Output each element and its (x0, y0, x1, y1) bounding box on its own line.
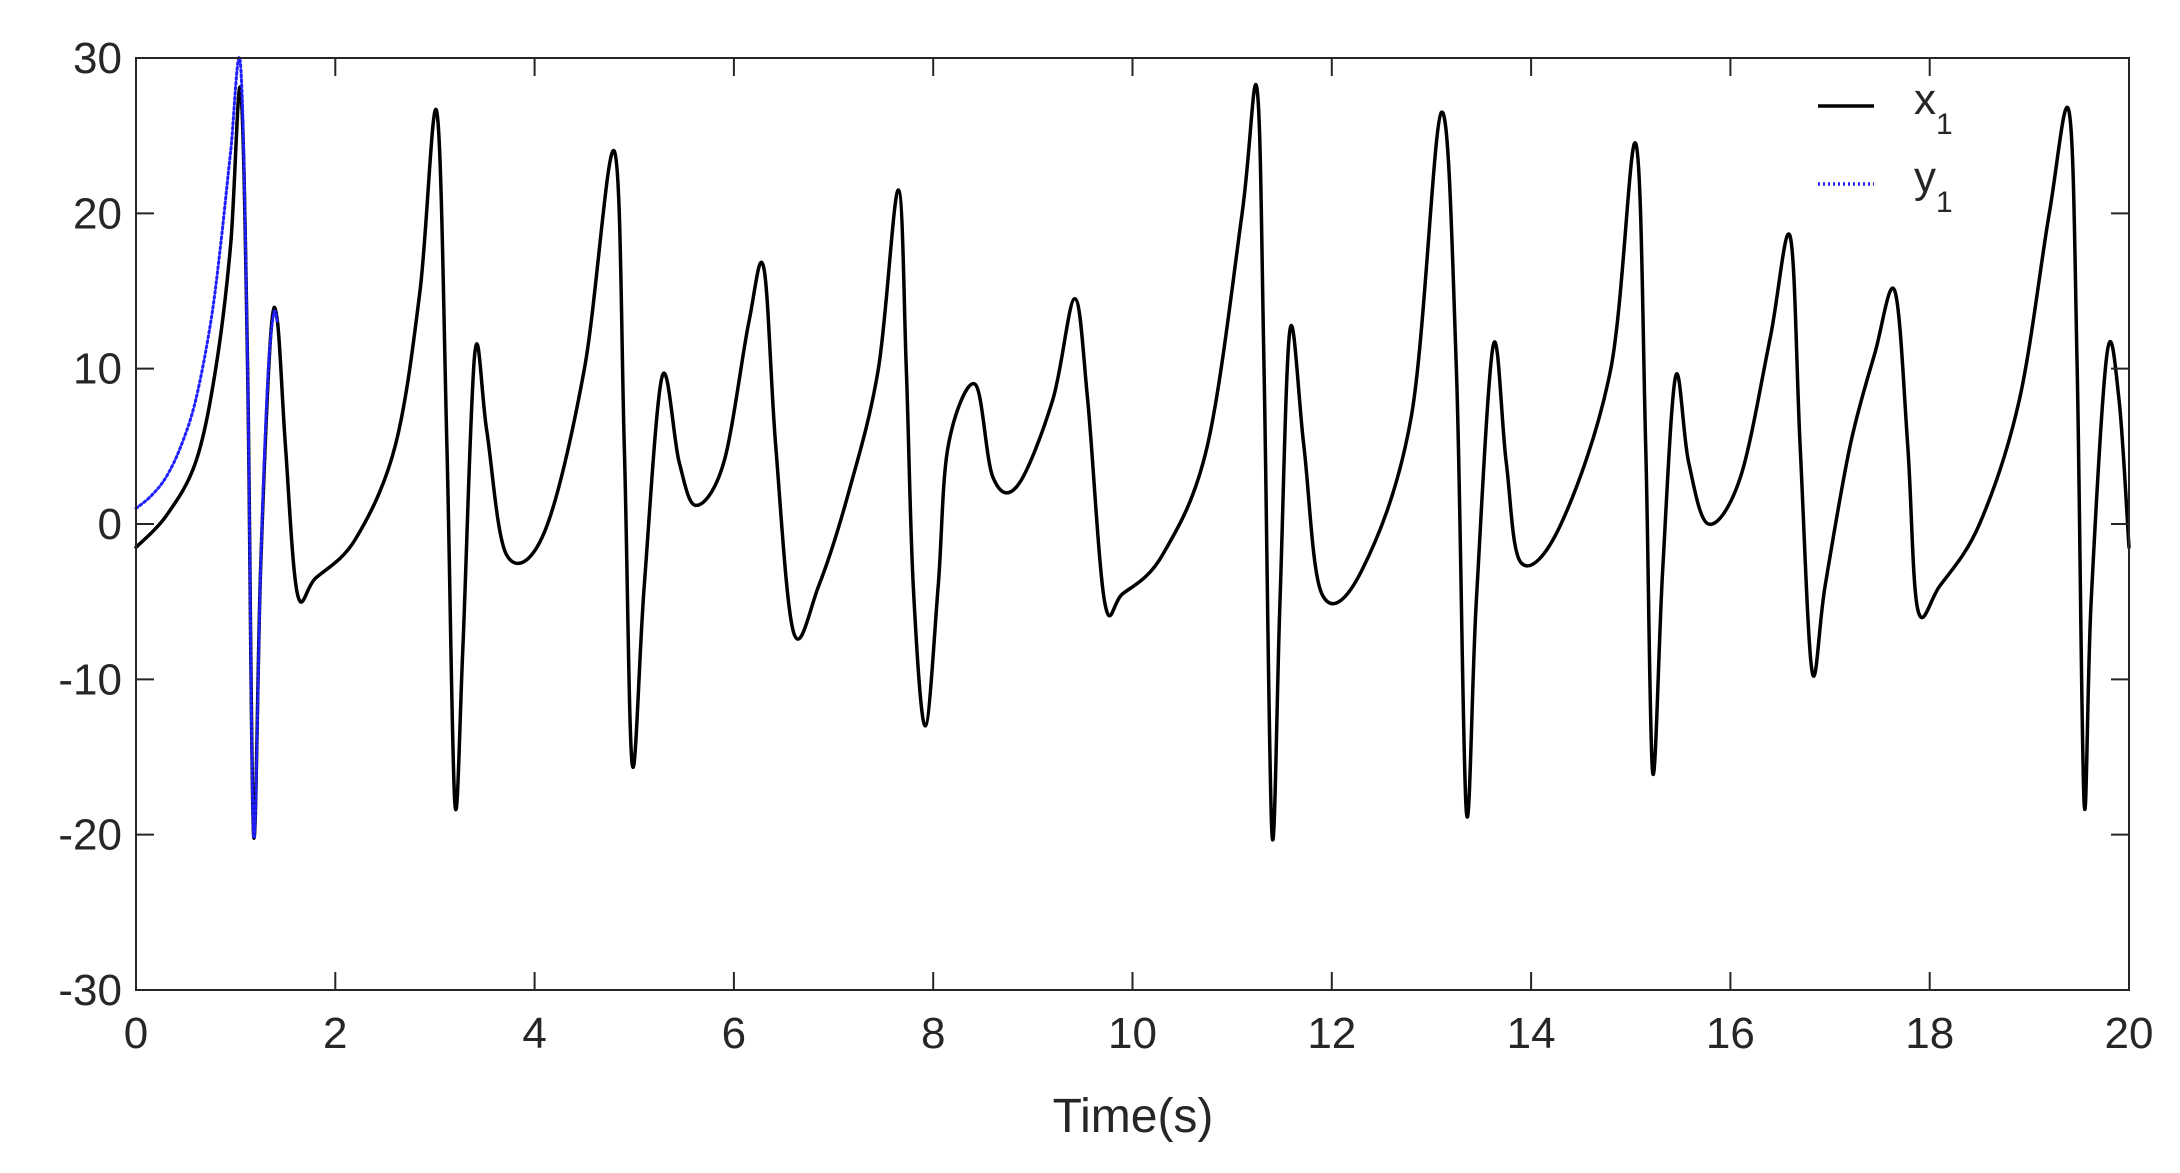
legend-label-subscript: 1 (1936, 108, 1953, 141)
y-tick-label: 20 (73, 189, 122, 238)
x-tick-label: 2 (323, 1009, 347, 1058)
x-tick-label: 10 (1108, 1009, 1157, 1058)
y-tick-label: -30 (58, 966, 122, 1015)
x-tick-label: 20 (2105, 1009, 2154, 1058)
x-axis: 0 2 4 6 8 10 12 14 16 18 20 (124, 58, 2154, 1058)
x-tick-label: 8 (921, 1009, 945, 1058)
plot-lines (134, 55, 2131, 842)
legend-label-y1: y1 (1914, 153, 1953, 219)
legend-label-name: y (1914, 153, 1936, 202)
y-tick-label: -20 (58, 811, 122, 860)
series-line-x1 (134, 82, 2131, 842)
x-tick-label: 0 (124, 1009, 148, 1058)
series-line-y1 (134, 55, 279, 840)
x-tick-label: 14 (1507, 1009, 1556, 1058)
x-tick-label: 6 (722, 1009, 746, 1058)
x-tick-label: 16 (1706, 1009, 1755, 1058)
y-tick-label: -10 (58, 655, 122, 704)
y-tick-label: 0 (98, 500, 122, 549)
x-tick-label: 18 (1905, 1009, 1954, 1058)
x-tick-label: 4 (522, 1009, 546, 1058)
y-axis: -30 -20 -10 0 10 20 30 (58, 34, 2129, 1015)
legend-label-subscript: 1 (1936, 186, 1953, 219)
legend-label-x1: x1 (1914, 75, 1953, 141)
x-tick-label: 12 (1307, 1009, 1356, 1058)
y-tick-label: 30 (73, 34, 122, 83)
x-axis-label: Time(s) (1053, 1090, 1214, 1143)
y-tick-label: 10 (73, 345, 122, 394)
legend-label-name: x (1914, 75, 1936, 124)
